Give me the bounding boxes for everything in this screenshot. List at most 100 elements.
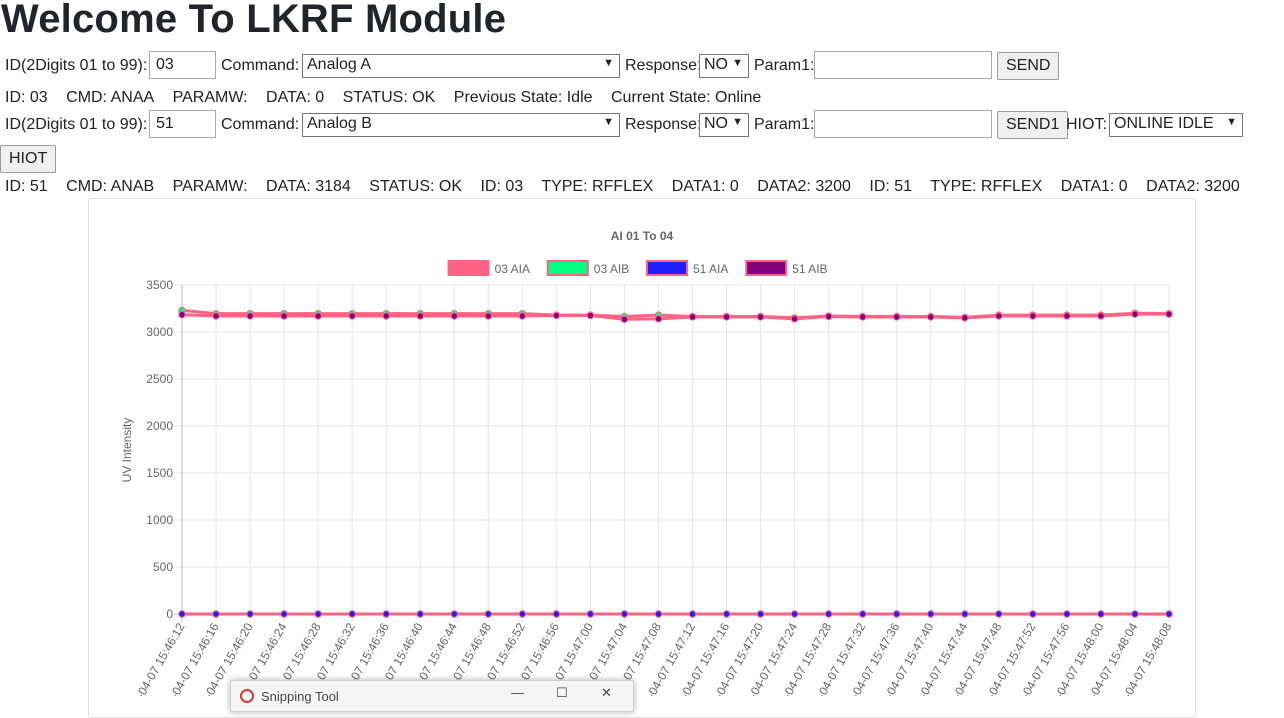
data-point [382,610,390,618]
data-point [348,610,356,618]
status2-type-b: TYPE: RFFLEX [541,178,654,195]
data-point [348,312,356,320]
legend-label: 03 AIB [594,262,629,276]
y-tick-label: 1500 [146,466,173,480]
hiot-label: HIOT: [1066,116,1107,133]
data-point [688,313,697,321]
y-tick-label: 500 [153,560,173,574]
snipping-tool-window[interactable]: Snipping Tool — ☐ ✕ [230,680,634,712]
data-point [178,610,186,618]
chart-series [178,306,1173,618]
y-tick-label: 2000 [146,419,173,433]
status2-type-c: TYPE: RFFLEX [930,178,1043,195]
status-cmd: CMD: ANAA [66,89,155,106]
command-label-2: Command: [221,116,300,133]
status2-paramw: PARAMW: [172,178,248,195]
status-id: ID: 03 [5,89,48,106]
status-paramw: PARAMW: [172,89,248,106]
data-point [1165,610,1173,618]
data-point [688,610,697,618]
data-point [552,311,561,320]
maximize-icon[interactable]: ☐ [556,685,568,700]
data-point [927,313,935,321]
status-previous-state: Previous State: Idle [453,89,593,106]
data-point [246,610,254,618]
data-point [722,313,731,321]
hiot-select[interactable]: ONLINE IDLE ▼ [1109,113,1243,137]
param1-input[interactable] [814,51,992,79]
response-select-value: NO [704,56,728,73]
response-select-2[interactable]: NO ▼ [699,113,749,137]
data-point [824,610,833,618]
page-title: Welcome To LKRF Module [1,0,507,41]
chart-legend: 03 AIA 03 AIB 51 AIA 51 AIB [447,260,828,276]
data-point [416,610,424,618]
data-point [927,610,935,618]
data-point [280,312,288,320]
command-select[interactable]: Analog A ▼ [302,54,620,78]
data-point [1165,310,1173,318]
status-status: STATUS: OK [342,89,436,106]
command-select-2[interactable]: Analog B ▼ [302,113,620,137]
status2-id: ID: 51 [5,178,48,195]
status2-status: STATUS: OK [369,178,463,195]
y-tick-label: 3000 [146,325,173,339]
status-line-2: ID: 51 CMD: ANAB PARAMW: DATA: 3184 STAT… [5,178,1254,196]
series-line [181,312,1169,321]
y-tick-label: 3500 [146,278,173,292]
legend-label: 51 AIA [693,262,728,276]
id-label: ID(2Digits 01 to 99): [5,57,148,74]
close-icon[interactable]: ✕ [601,685,612,700]
data-point [314,312,322,320]
data-point [518,610,527,618]
hiot-button[interactable]: HIOT [0,145,57,173]
data-point [1097,610,1105,618]
y-tick-label: 1000 [146,513,173,527]
data-point [450,610,458,618]
data-point [995,312,1003,320]
data-point [586,311,595,320]
legend-label: 51 AIB [792,262,827,276]
chart-grid [174,284,1170,622]
data-point [1131,310,1139,318]
data-point [893,610,901,618]
legend-label: 03 AIA [495,262,530,276]
id-input-2[interactable] [149,110,216,138]
dropdown-arrow-icon: ▼ [603,116,614,128]
y-axis-label: UV Intensity [120,418,134,483]
data-point [756,610,765,618]
window-title: Snipping Tool [261,689,339,704]
command-select-value-2: Analog B [307,115,372,132]
data-point [484,312,493,320]
response-label: Response: [625,57,702,74]
id-input[interactable] [149,51,216,79]
data-point [586,610,595,618]
y-tick-label: 2500 [146,372,173,386]
y-tick-label: 0 [166,607,173,621]
data-point [280,610,288,618]
data-point [1097,312,1105,320]
status2-data1-c: DATA1: 0 [1060,178,1128,195]
send-button[interactable]: SEND [997,52,1060,80]
data-point [995,610,1003,618]
data-point [212,312,220,320]
data-point [552,610,561,618]
response-select[interactable]: NO ▼ [699,54,749,78]
data-point [518,312,527,320]
param1-input-2[interactable] [814,110,992,138]
data-point [416,312,424,320]
legend-swatch [745,260,788,276]
response-label-2: Response: [625,116,702,133]
data-point [620,610,629,618]
y-axis: 0 500 1000 1500 2000 2500 3000 3500 [146,278,173,621]
data-point [212,610,220,618]
data-point [858,313,867,321]
data-point [246,312,254,320]
data-point [450,312,458,320]
status2-data1-b: DATA1: 0 [671,178,739,195]
snipping-tool-icon [240,689,254,703]
send1-button[interactable]: SEND1 [997,111,1069,139]
status-data: DATA: 0 [266,89,325,106]
minimize-icon[interactable]: — [511,685,524,700]
data-point [654,315,663,323]
